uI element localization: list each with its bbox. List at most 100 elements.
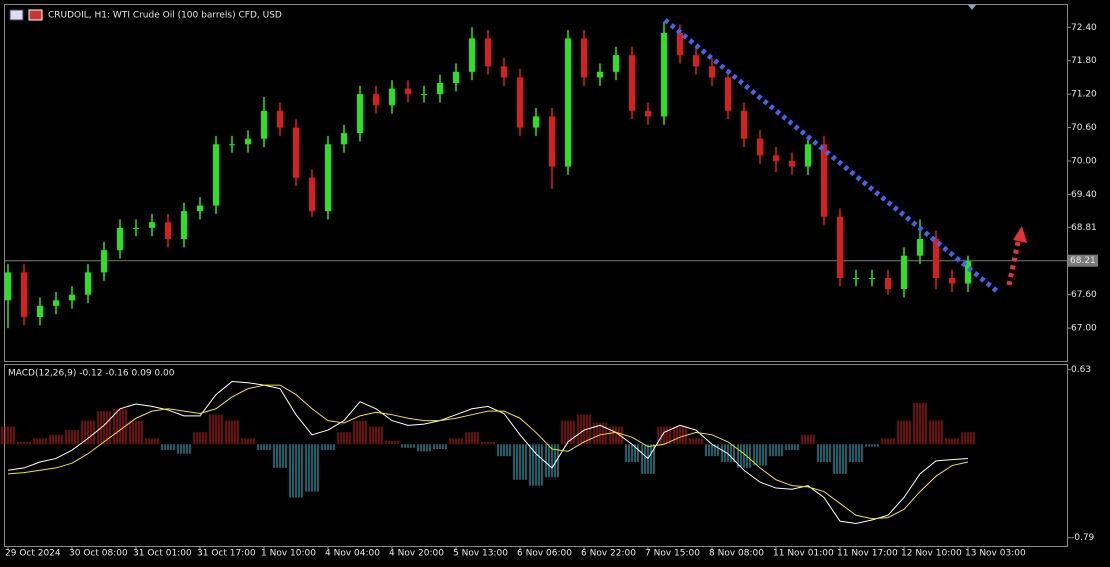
y-tick-label: 72.40 — [1071, 23, 1097, 33]
candle-body — [373, 94, 379, 106]
candle-body — [389, 88, 395, 106]
candle-body — [277, 110, 283, 128]
candle-body — [133, 227, 139, 229]
candle-body — [453, 71, 459, 83]
candle-body — [357, 94, 363, 134]
candle-body — [197, 205, 203, 212]
x-tick-label: 1 Nov 10:00 — [261, 549, 316, 559]
candle-body — [21, 272, 27, 317]
x-tick-label: 8 Nov 08:00 — [709, 549, 764, 559]
current-price-label: 68.21 — [1070, 256, 1096, 266]
y-tick-label: 0.63 — [1071, 365, 1091, 375]
candle-body — [725, 77, 731, 111]
signal-line — [7, 384, 969, 520]
x-tick-label: 12 Nov 10:00 — [901, 549, 962, 559]
candle-body — [821, 144, 827, 217]
candle-body — [693, 55, 699, 67]
candle-body — [917, 238, 923, 256]
candle-body — [789, 160, 795, 167]
y-tick-label: 67.00 — [1071, 324, 1097, 334]
chart-title: CRUDOIL, H1: WTI Crude Oil (100 barrels)… — [48, 11, 282, 21]
candle-body — [613, 55, 619, 72]
candle-body — [213, 144, 219, 206]
candle-body — [837, 216, 843, 278]
x-tick-label: 30 Oct 08:00 — [69, 549, 128, 559]
macd-line — [7, 381, 969, 525]
candle-body — [757, 138, 763, 156]
candle-body — [101, 250, 107, 273]
macd-title: MACD(12,26,9) -0.12 -0.16 0.09 0.00 — [8, 369, 175, 379]
price-panel — [4, 4, 1068, 362]
candle-body — [85, 272, 91, 295]
breakout-arrow-head — [1013, 226, 1027, 243]
candle-body — [325, 144, 331, 212]
candle-body — [117, 227, 123, 251]
candle-body — [485, 38, 491, 67]
x-tick-label: 31 Oct 01:00 — [133, 549, 192, 559]
candle-body — [869, 277, 875, 279]
candle-body — [405, 88, 411, 95]
candle-body — [885, 277, 891, 290]
x-tick-label: 7 Nov 15:00 — [645, 549, 700, 559]
y-tick-label: 71.80 — [1071, 56, 1097, 66]
candle-body — [5, 272, 11, 301]
candle-body — [501, 66, 507, 78]
x-tick-label: 13 Nov 03:00 — [965, 549, 1026, 559]
x-tick-label: 29 Oct 2024 — [5, 549, 61, 559]
candle-body — [597, 71, 603, 78]
candle-body — [949, 277, 955, 284]
candle-body — [741, 110, 747, 139]
x-tick-label: 6 Nov 06:00 — [517, 549, 572, 559]
macd-panel — [4, 364, 1068, 547]
candle-body — [549, 116, 555, 167]
x-tick-label: 4 Nov 20:00 — [389, 549, 444, 559]
candle-body — [629, 55, 635, 111]
x-tick-label: 11 Nov 17:00 — [837, 549, 898, 559]
x-tick-label: 31 Oct 17:00 — [197, 549, 256, 559]
candle-body — [517, 77, 523, 128]
x-tick-label: 4 Nov 04:00 — [325, 549, 380, 559]
candle-body — [229, 144, 235, 146]
candle-body — [181, 211, 187, 239]
candle-body — [245, 138, 251, 145]
y-tick-label: -0.79 — [1071, 533, 1095, 543]
y-tick-label: 69.40 — [1071, 190, 1097, 200]
candle-body — [677, 32, 683, 56]
y-tick-label: 68.81 — [1071, 223, 1097, 233]
y-tick-label: 67.60 — [1071, 290, 1097, 300]
y-tick-label: 70.00 — [1071, 156, 1097, 166]
candle-body — [421, 94, 427, 96]
candle-body — [37, 305, 43, 317]
candle-body — [533, 116, 539, 128]
candle-body — [581, 38, 587, 78]
x-tick-label: 11 Nov 01:00 — [773, 549, 834, 559]
candle-body — [165, 222, 171, 239]
icon[interactable] — [28, 9, 43, 21]
shift-marker — [968, 5, 976, 10]
candle-body — [565, 38, 571, 167]
icon[interactable] — [9, 9, 24, 21]
candle-body — [773, 155, 779, 161]
x-tick-label: 5 Nov 13:00 — [453, 549, 508, 559]
candle-body — [469, 38, 475, 72]
candle-body — [709, 66, 715, 78]
candle-body — [805, 144, 811, 167]
y-tick-label: 70.60 — [1071, 123, 1097, 133]
candle-body — [933, 238, 939, 278]
symbol-icons[interactable] — [9, 9, 43, 21]
candle-body — [261, 110, 267, 139]
x-tick-label: 6 Nov 22:00 — [581, 549, 636, 559]
candle-body — [309, 177, 315, 212]
candle-body — [53, 300, 59, 306]
candle-body — [69, 294, 75, 301]
candle-body — [293, 127, 299, 178]
candle-body — [645, 110, 651, 117]
candle-body — [437, 82, 443, 95]
y-tick-label: 71.20 — [1071, 90, 1097, 100]
current-price-box — [1068, 254, 1098, 267]
candle-body — [341, 133, 347, 145]
candle-body — [965, 261, 971, 284]
candle-body — [661, 32, 667, 117]
